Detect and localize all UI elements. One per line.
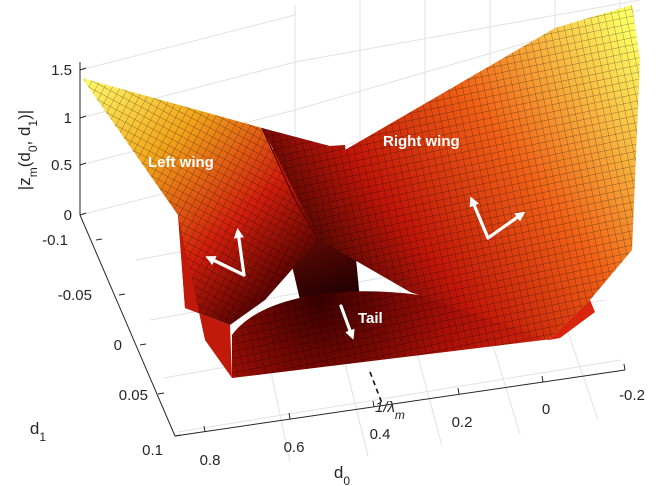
inverse-lambda-label: 1/λm (375, 399, 405, 422)
tail-label: Tail (358, 310, 383, 327)
right-wing-label: Right wing (383, 133, 460, 150)
d0-tick-label: 0.4 (370, 426, 391, 443)
d1-axis-line (79, 214, 176, 437)
left-wing-arrow-left (205, 256, 246, 277)
z-axis-label: |zm(d0, d1)| (15, 110, 40, 190)
d0-tick-label: 0.2 (452, 414, 473, 431)
d0-axis-line (174, 369, 626, 437)
tick-labels: 0 0.5 1 1.5 -0.1 -0.05 0 0.05 0.1 0.8 0.… (42, 62, 645, 469)
tail-arrow (339, 304, 355, 340)
right-wing-arrow-right (486, 211, 526, 240)
d1-tick-label: 0 (114, 337, 122, 354)
d0-axis-label: d0 (334, 463, 350, 486)
z-tick-label: 0 (64, 207, 72, 224)
d0-tick-label: 0 (542, 401, 550, 418)
z-tick-label: 0.5 (51, 157, 72, 174)
right-wing-arrow-up (469, 196, 490, 240)
d0-tick-label: -0.2 (619, 387, 645, 404)
d0-tick-label: 0.6 (284, 439, 305, 456)
d1-tick-label: 0.1 (142, 442, 163, 459)
axis-labels: |zm(d0, d1)| d1 d0 (15, 110, 350, 486)
annotations: Left wing Right wing Tail 1/λm (148, 133, 526, 422)
z-tick-label: 1.5 (51, 62, 72, 79)
surface-mesh (82, 5, 640, 378)
d1-axis-label: d1 (30, 419, 46, 444)
d1-tick-label: -0.05 (58, 287, 92, 304)
inverse-lambda-guide (369, 371, 384, 407)
d1-tick-label: 0.05 (119, 387, 148, 404)
axes (79, 62, 626, 437)
left-wing-label: Left wing (148, 154, 214, 171)
z-tick-label: 1 (64, 110, 72, 127)
left-wing-arrow-up (233, 228, 246, 277)
d0-tick-label: 0.8 (200, 452, 221, 469)
d1-tick-label: -0.1 (42, 232, 68, 249)
